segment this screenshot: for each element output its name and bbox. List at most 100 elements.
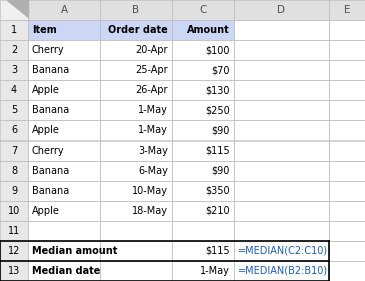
Bar	[100, 20, 172, 40]
Text: $100: $100	[205, 45, 230, 55]
Text: 9: 9	[11, 186, 17, 196]
Bar	[0, 181, 28, 201]
Bar	[172, 181, 234, 201]
Bar	[234, 221, 329, 241]
Bar	[234, 140, 329, 160]
Text: 1: 1	[11, 25, 17, 35]
Bar	[329, 80, 365, 100]
Bar	[172, 100, 234, 121]
Bar	[234, 160, 329, 181]
Bar	[234, 241, 329, 261]
Bar	[28, 160, 100, 181]
Polygon shape	[7, 0, 28, 17]
Bar	[329, 201, 365, 221]
Bar	[28, 201, 100, 221]
Text: E: E	[344, 5, 350, 15]
Text: Amount: Amount	[187, 25, 230, 35]
Text: 4: 4	[11, 85, 17, 95]
Text: 1-May: 1-May	[138, 105, 168, 115]
Text: $90: $90	[212, 166, 230, 176]
Text: 12: 12	[8, 246, 20, 256]
Bar	[28, 40, 100, 60]
Bar	[0, 201, 28, 221]
Text: 18-May: 18-May	[132, 206, 168, 216]
Bar	[100, 0, 172, 20]
Bar	[172, 221, 234, 241]
Bar	[172, 40, 234, 60]
Bar	[100, 80, 172, 100]
Bar	[0, 121, 28, 140]
Text: A: A	[61, 5, 68, 15]
Text: Apple: Apple	[32, 125, 60, 135]
Bar	[0, 0, 28, 20]
Bar	[100, 121, 172, 140]
Bar	[0, 221, 28, 241]
Text: $350: $350	[205, 186, 230, 196]
Bar	[0, 241, 28, 261]
Bar	[100, 221, 172, 241]
Bar	[100, 140, 172, 160]
Bar	[172, 0, 234, 20]
Text: 7: 7	[11, 146, 17, 156]
Text: =MEDIAN(B2:B10): =MEDIAN(B2:B10)	[238, 266, 328, 276]
Bar	[234, 201, 329, 221]
Text: Cherry: Cherry	[32, 146, 65, 156]
Text: $90: $90	[212, 125, 230, 135]
Bar	[28, 100, 100, 121]
Bar	[329, 20, 365, 40]
Bar	[28, 221, 100, 241]
Text: 13: 13	[8, 266, 20, 276]
Bar	[100, 40, 172, 60]
Bar	[172, 140, 234, 160]
Bar	[172, 80, 234, 100]
Text: B: B	[132, 5, 139, 15]
Bar	[28, 121, 100, 140]
Text: $115: $115	[205, 146, 230, 156]
Bar	[234, 121, 329, 140]
Text: Banana: Banana	[32, 65, 69, 75]
Bar	[100, 160, 172, 181]
Text: 6: 6	[11, 125, 17, 135]
Bar	[172, 201, 234, 221]
Bar	[172, 160, 234, 181]
Bar	[234, 261, 329, 281]
Bar	[0, 0, 28, 20]
Text: Cherry: Cherry	[32, 45, 65, 55]
Bar	[329, 241, 365, 261]
Text: Apple: Apple	[32, 206, 60, 216]
Bar	[234, 60, 329, 80]
Bar	[28, 0, 100, 20]
Bar	[100, 60, 172, 80]
Bar	[0, 261, 28, 281]
Text: Banana: Banana	[32, 105, 69, 115]
Bar	[329, 160, 365, 181]
Bar	[234, 40, 329, 60]
Bar	[28, 140, 100, 160]
Bar	[100, 201, 172, 221]
Bar	[329, 40, 365, 60]
Bar	[234, 100, 329, 121]
Bar	[172, 60, 234, 80]
Text: $70: $70	[211, 65, 230, 75]
Bar	[172, 241, 234, 261]
Bar	[0, 20, 28, 40]
Text: 6-May: 6-May	[138, 166, 168, 176]
Bar	[100, 100, 172, 121]
Text: $250: $250	[205, 105, 230, 115]
Bar	[28, 261, 100, 281]
Bar	[28, 181, 100, 201]
Bar	[329, 221, 365, 241]
Bar	[0, 80, 28, 100]
Text: 3: 3	[11, 65, 17, 75]
Text: 26-Apr: 26-Apr	[135, 85, 168, 95]
Bar	[28, 241, 100, 261]
Text: 1-May: 1-May	[138, 125, 168, 135]
Bar	[172, 121, 234, 140]
Bar	[172, 261, 234, 281]
Text: 20-Apr: 20-Apr	[135, 45, 168, 55]
Bar	[329, 121, 365, 140]
Bar	[234, 0, 329, 20]
Bar	[100, 181, 172, 201]
Text: 10-May: 10-May	[132, 186, 168, 196]
Bar	[28, 60, 100, 80]
